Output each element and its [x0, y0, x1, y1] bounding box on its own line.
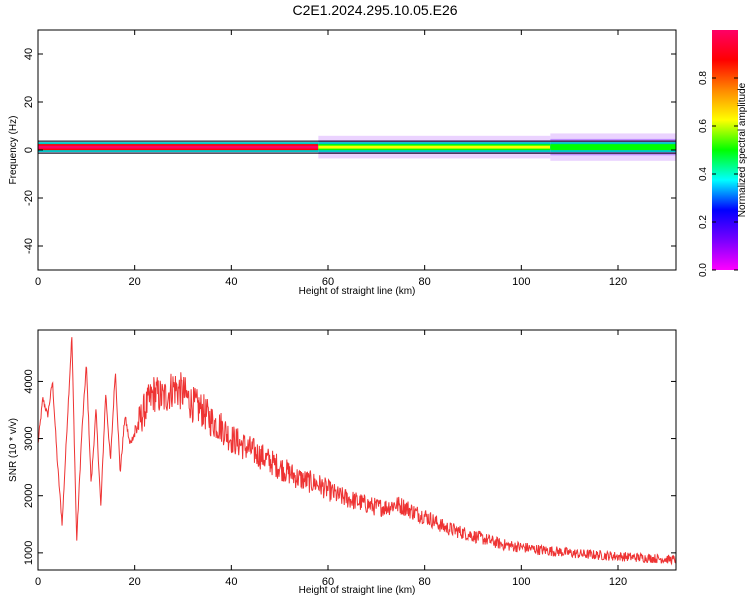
snr-ytick-label-1000: 1000: [23, 541, 35, 565]
colorbar: 0.0 0.2 0.4 0.6 0.8 Normalized spectral ampl…: [698, 30, 748, 277]
heatmap-ytick-label-40: 40: [23, 48, 35, 60]
heatmap-xtick-label-60: 60: [322, 276, 334, 288]
snr-ytick-label-2000: 2000: [23, 483, 35, 507]
snr-series-line: [37, 337, 677, 566]
heatmap-panel: 0 20 40 60 80 100 120 -40 -20 0 20 40 Height of st…: [8, 29, 677, 297]
colorbar-tick-label-0.0: 0.0: [698, 263, 709, 277]
snr-x-label: Height of straight line (km): [299, 585, 416, 596]
heatmap-xtick-label-40: 40: [225, 276, 237, 288]
snr-xtick-label-0: 0: [35, 576, 41, 588]
heatmap-y-ticks: -40 -20 0 20 40: [23, 48, 676, 254]
colorbar-label: Normalized spectral amplitude: [737, 82, 748, 217]
colorbar-tick-label-0.8: 0.8: [698, 71, 709, 85]
heatmap-ytick-label-20: 20: [23, 96, 35, 108]
snr-xtick-label-80: 80: [419, 576, 431, 588]
heatmap-ytick-label--20: -20: [23, 190, 35, 206]
heatmap-ytick-label--40: -40: [23, 238, 35, 254]
heatmap-xtick-label-20: 20: [129, 276, 141, 288]
colorbar-tick-label-0.4: 0.4: [698, 167, 709, 181]
heatmap-xtick-label-0: 0: [35, 276, 41, 288]
snr-xtick-label-100: 100: [512, 576, 530, 588]
frequency-band-group: [38, 133, 676, 161]
snr-xtick-label-60: 60: [322, 576, 334, 588]
heatmap-xtick-label-120: 120: [609, 276, 627, 288]
snr-frame: [37, 329, 677, 571]
heatmap-x-ticks: 0 20 40 60 80 100 120: [35, 30, 627, 288]
snr-ytick-label-3000: 3000: [23, 426, 35, 450]
snr-xtick-label-20: 20: [129, 576, 141, 588]
snr-y-ticks: 1000 2000 3000 4000: [23, 369, 676, 565]
colorbar-gradient: [712, 30, 738, 270]
band-core-0: [38, 145, 319, 149]
snr-panel: 0 20 40 60 80 100 120 1000 2000 3000 4000 Height …: [8, 329, 677, 596]
heatmap-x-label: Height of straight line (km): [299, 286, 416, 297]
snr-plot-area: [38, 330, 676, 570]
figure-title: C2E1.2024.295.10.05.E26: [292, 2, 457, 18]
snr-y-label: SNR (10 * v/v): [8, 418, 19, 482]
band-core-2: [550, 145, 676, 149]
snr-xtick-label-120: 120: [609, 576, 627, 588]
snr-xtick-label-40: 40: [225, 576, 237, 588]
band-core-1: [318, 145, 551, 149]
colorbar-ticks: 0.0 0.2 0.4 0.6 0.8: [698, 71, 738, 277]
snr-x-ticks: 0 20 40 60 80 100 120: [35, 330, 627, 588]
colorbar-tick-label-0.6: 0.6: [698, 119, 709, 133]
heatmap-xtick-label-80: 80: [419, 276, 431, 288]
snr-ytick-label-4000: 4000: [23, 369, 35, 393]
heatmap-xtick-label-100: 100: [512, 276, 530, 288]
heatmap-y-label: Frequency (Hz): [8, 116, 19, 185]
colorbar-tick-label-0.2: 0.2: [698, 215, 709, 229]
heatmap-ytick-label-0: 0: [23, 147, 35, 153]
